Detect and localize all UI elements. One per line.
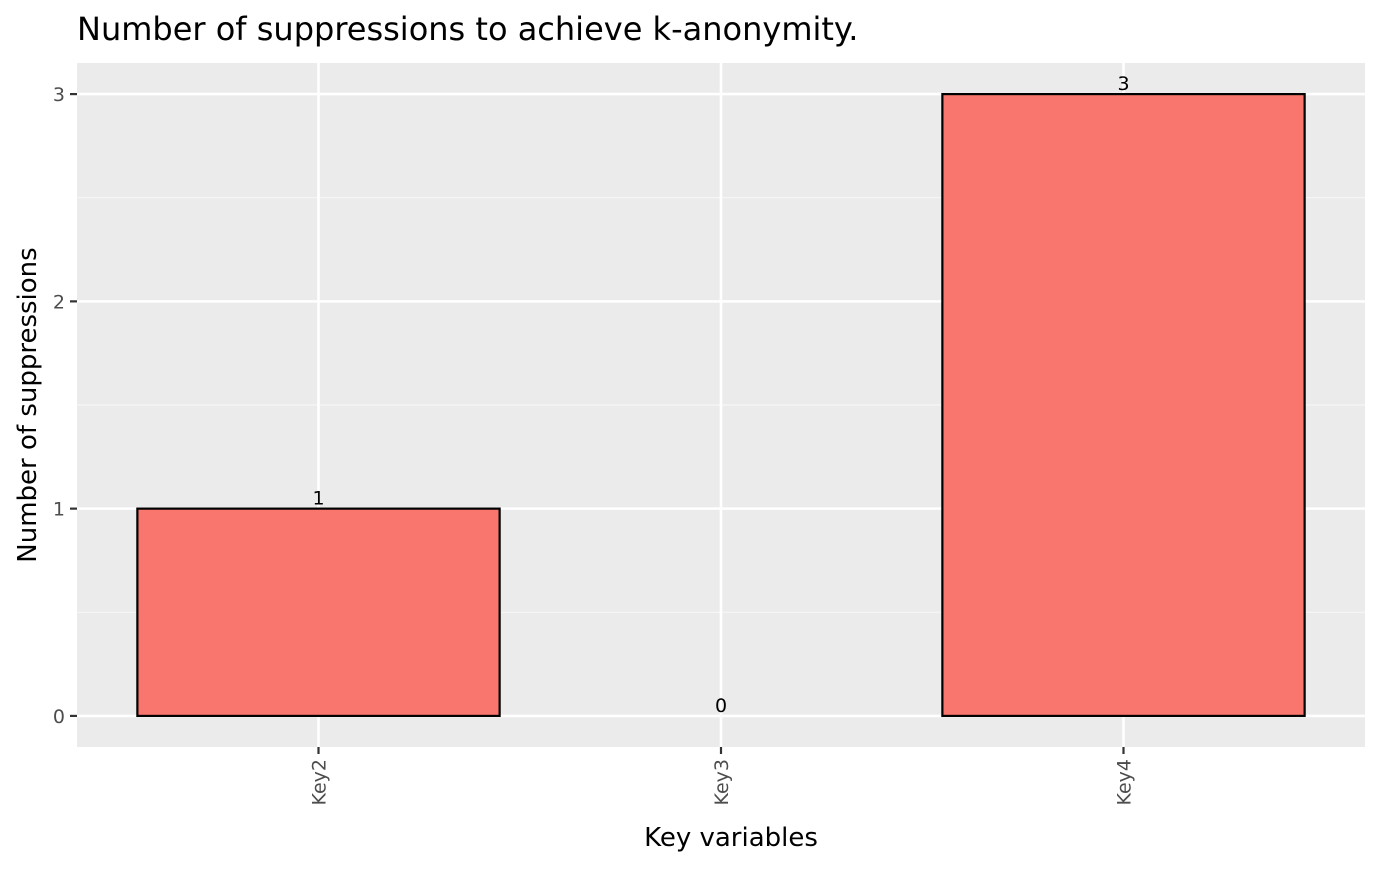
y-tick-label: 2	[53, 291, 65, 313]
bar-value-label: 0	[715, 695, 727, 717]
bars	[136, 92, 1306, 718]
y-tick-label: 3	[53, 84, 65, 106]
y-tick-label: 1	[53, 499, 65, 521]
x-tick-label: Key2	[309, 759, 331, 806]
y-tick-label: 0	[53, 706, 65, 728]
chart-title: Number of suppressions to achieve k-anon…	[77, 10, 858, 48]
bar-key4	[941, 92, 1306, 718]
y-axis-title: Number of suppressions	[13, 247, 43, 562]
x-tick-label: Key3	[711, 759, 733, 806]
bar-value-label: 1	[312, 488, 324, 510]
bar-key2	[136, 507, 501, 718]
bar-value-labels: 1 0 3	[312, 73, 1129, 717]
bar-value-label: 3	[1117, 73, 1129, 95]
axes: 0 1 2 3 Key2 Key3 Key4	[53, 84, 1136, 805]
x-axis-title: Key variables	[644, 823, 818, 853]
x-tick-label: Key4	[1114, 759, 1136, 806]
